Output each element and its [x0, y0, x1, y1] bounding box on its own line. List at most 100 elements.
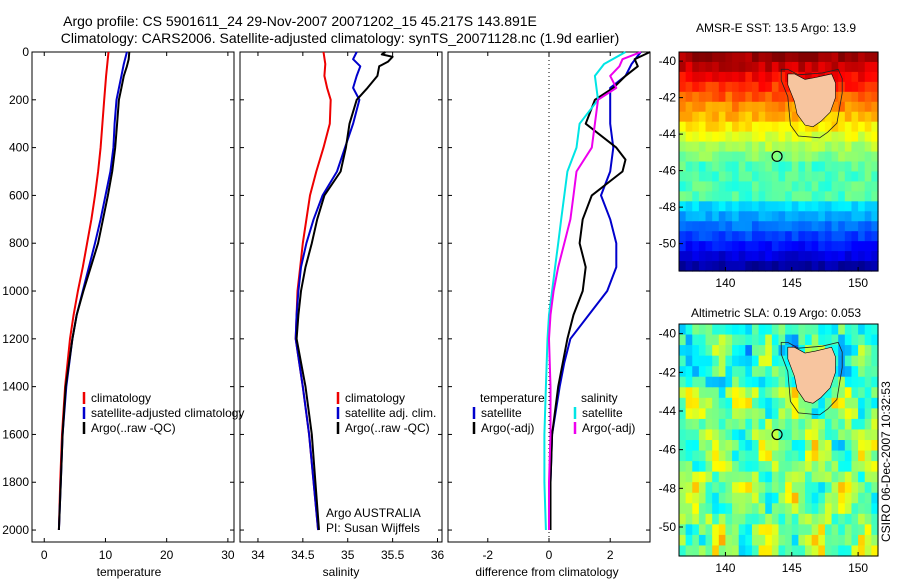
map-cell — [844, 211, 853, 222]
map-cell — [864, 91, 872, 103]
map-cell — [738, 324, 746, 336]
map-cell — [712, 52, 720, 63]
map-cell — [871, 345, 879, 357]
map-cell — [705, 191, 713, 202]
map-cell — [698, 111, 707, 123]
map-cell — [745, 376, 753, 388]
map-cell — [725, 324, 733, 336]
map-cell — [811, 52, 819, 63]
map-cell — [705, 440, 713, 452]
map-cell — [838, 61, 846, 73]
map-cell — [758, 471, 766, 483]
map-cell — [692, 121, 700, 133]
map-cell — [798, 161, 806, 173]
map-cell — [864, 492, 872, 504]
map-cell — [751, 524, 760, 536]
map-cell — [732, 111, 740, 123]
map-cell — [811, 141, 819, 153]
map-cell — [705, 492, 713, 504]
map-cell — [811, 408, 819, 420]
map-cell — [732, 492, 740, 504]
map-cell — [725, 131, 733, 143]
map-cell — [791, 161, 799, 173]
map-cell — [798, 151, 806, 163]
map-cell — [864, 334, 872, 346]
sst-map: AMSR-E SST: 13.5 Argo: 13.9 140 145 150 -40… — [659, 21, 879, 290]
map-cell — [745, 121, 753, 133]
map-cell — [805, 418, 813, 431]
map-cell — [838, 181, 846, 192]
map-cell — [798, 191, 806, 202]
map-cell — [712, 91, 720, 103]
map-cell — [791, 191, 799, 202]
map-cell — [851, 534, 859, 547]
map-cell — [858, 355, 866, 367]
map-cell — [851, 101, 859, 113]
map-cell — [765, 241, 773, 252]
temperature-series-2 — [57, 51, 131, 531]
map-cell — [864, 397, 872, 409]
depth-tick-label: 200 — [9, 93, 29, 107]
map-cell — [679, 221, 687, 232]
map-cell — [805, 141, 813, 153]
map-cell — [692, 131, 700, 143]
map-cell — [685, 61, 693, 73]
map-cell — [844, 471, 853, 483]
map-cell — [765, 151, 773, 163]
map-cell — [725, 241, 733, 252]
map-cell — [758, 231, 766, 242]
map-cell — [725, 534, 733, 547]
map-cell — [831, 191, 839, 202]
map-cell — [871, 492, 879, 504]
map-cell — [705, 534, 713, 547]
map-cell — [798, 503, 806, 515]
map-cell — [738, 524, 746, 536]
map-cell — [771, 345, 780, 357]
map-cell — [758, 397, 766, 409]
map-cell — [732, 61, 740, 73]
map-cell — [858, 251, 866, 262]
difference-panel: temperature satellite Argo(-adj) salinit… — [447, 51, 651, 579]
map-cell — [718, 201, 727, 212]
map-cell — [758, 81, 766, 93]
map-cell — [818, 161, 826, 173]
map-cell — [858, 461, 866, 473]
map-cell — [805, 492, 813, 504]
map-cell — [732, 534, 740, 547]
map-cell — [838, 231, 846, 242]
map-cell — [818, 513, 826, 525]
map-cell — [864, 376, 872, 388]
map-cell — [712, 355, 720, 367]
map-cell — [685, 324, 693, 336]
map-cell — [745, 231, 753, 242]
map-cell — [838, 376, 846, 388]
map-cell — [798, 513, 806, 525]
map-cell — [824, 261, 833, 272]
map-cell — [778, 191, 786, 202]
map-cell — [844, 191, 853, 202]
map-cell — [765, 324, 773, 336]
map-cell — [765, 181, 773, 192]
map-cell — [844, 376, 853, 388]
map-cell — [765, 345, 773, 357]
map-cell — [851, 241, 859, 252]
map-cell — [751, 418, 760, 431]
map-cell — [725, 345, 733, 357]
map-cell — [838, 191, 846, 202]
map-cell — [871, 429, 879, 441]
map-cell — [831, 334, 839, 346]
map-cell — [831, 408, 839, 420]
map-cell — [685, 131, 693, 143]
map-cell — [745, 221, 753, 232]
map-cell — [692, 324, 700, 336]
map-cell — [771, 241, 780, 252]
map-cell — [745, 81, 753, 93]
map-cell — [758, 387, 766, 399]
map-cell — [705, 408, 713, 420]
map-cell — [771, 534, 780, 547]
map-cell — [871, 111, 879, 123]
map-cell — [692, 355, 700, 367]
map-cell — [692, 111, 700, 123]
map-cell — [811, 513, 819, 525]
map-cell — [805, 440, 813, 452]
